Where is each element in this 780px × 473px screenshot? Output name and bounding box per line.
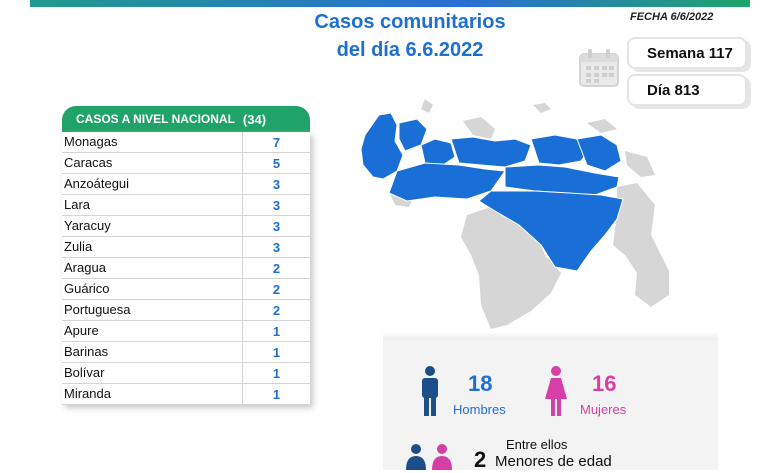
state-name: Portuguesa: [62, 300, 243, 320]
state-cases: 7: [272, 134, 281, 150]
children-icon: [406, 444, 452, 470]
table-row: Monagas 7: [62, 132, 310, 153]
state-name: Guárico: [62, 279, 243, 299]
semana-text: Semana 117: [647, 44, 733, 62]
state-cases: 1: [272, 344, 281, 360]
map-state-blue: [504, 164, 620, 196]
state-cases: 1: [272, 323, 281, 339]
map-state-blue: [450, 136, 532, 168]
map-state-gray: [533, 103, 551, 113]
state-name: Bolívar: [62, 363, 243, 383]
dia-pill: Día 813: [627, 74, 747, 106]
map-state-gray: [613, 183, 669, 307]
state-name: Lara: [62, 195, 243, 215]
state-cases: 1: [272, 386, 281, 402]
table-row: Yaracuy 3: [62, 216, 310, 237]
state-name: Caracas: [62, 153, 243, 173]
page-title: Casos comunitarios del día 6.6.2022: [250, 8, 570, 64]
calendar-icon: [579, 49, 619, 87]
map-state-blue: [478, 190, 624, 272]
state-cases: 5: [272, 155, 281, 171]
map-state-blue: [360, 112, 404, 180]
state-name: Zulia: [62, 237, 243, 257]
table-row: Anzoátegui 3: [62, 174, 310, 195]
state-cases: 3: [272, 218, 281, 234]
map-state-gray: [421, 99, 433, 113]
entre-ellos-label: Entre ellos: [506, 437, 568, 452]
table-row: Guárico 2: [62, 279, 310, 300]
table-row: Apure 1: [62, 321, 310, 342]
table-header: CASOS A NIVEL NACIONAL (34): [62, 106, 310, 132]
table-total: (34): [242, 111, 267, 127]
dia-text: Día 813: [647, 81, 700, 99]
state-cases: 2: [272, 302, 281, 318]
date-label: FECHA 6/6/2022: [630, 11, 714, 23]
state-name: Miranda: [62, 384, 243, 404]
table-row: Barinas 1: [62, 342, 310, 363]
state-cases: 2: [272, 281, 281, 297]
table-row: Zulia 3: [62, 237, 310, 258]
map-state-gray: [625, 151, 655, 177]
table-row: Caracas 5: [62, 153, 310, 174]
top-decorative-bar: [30, 0, 750, 7]
table-row: Portuguesa 2: [62, 300, 310, 321]
table-row: Aragua 2: [62, 258, 310, 279]
state-cases: 3: [272, 197, 281, 213]
semana-pill: Semana 117: [627, 37, 747, 69]
table-row: Lara 3: [62, 195, 310, 216]
male-icon: [422, 366, 438, 416]
table-row: Miranda 1: [62, 384, 310, 405]
hombres-count: 18: [468, 371, 493, 396]
menores-count: 2: [474, 447, 487, 472]
state-cases: 2: [272, 260, 281, 276]
cases-table: Monagas 7 Caracas 5 Anzoátegui 3 Lara 3 Yaracuy 3…: [62, 132, 310, 405]
state-cases: 1: [272, 365, 281, 381]
map-state-gray: [587, 119, 617, 133]
female-icon: [545, 366, 567, 416]
state-cases: 3: [272, 176, 281, 192]
table-title: CASOS A NIVEL NACIONAL: [76, 112, 235, 126]
map-state-gray: [463, 117, 495, 139]
state-name: Yaracuy: [62, 216, 243, 236]
state-cases: 3: [272, 239, 281, 255]
venezuela-map: [360, 99, 669, 329]
state-name: Barinas: [62, 342, 243, 362]
mujeres-label: Mujeres: [580, 402, 627, 417]
title-line-2: del día 6.6.2022: [336, 39, 484, 61]
state-name: Apure: [62, 321, 243, 341]
state-name: Monagas: [62, 132, 243, 152]
state-name: Anzoátegui: [62, 174, 243, 194]
table-row: Bolívar 1: [62, 363, 310, 384]
map-state-blue: [576, 134, 622, 172]
map-state-blue: [420, 138, 456, 166]
state-name: Aragua: [62, 258, 243, 278]
hombres-label: Hombres: [453, 402, 506, 417]
menores-label: Menores de edad: [495, 453, 612, 470]
mujeres-count: 16: [592, 371, 617, 396]
title-line-1: Casos comunitarios: [314, 11, 506, 33]
